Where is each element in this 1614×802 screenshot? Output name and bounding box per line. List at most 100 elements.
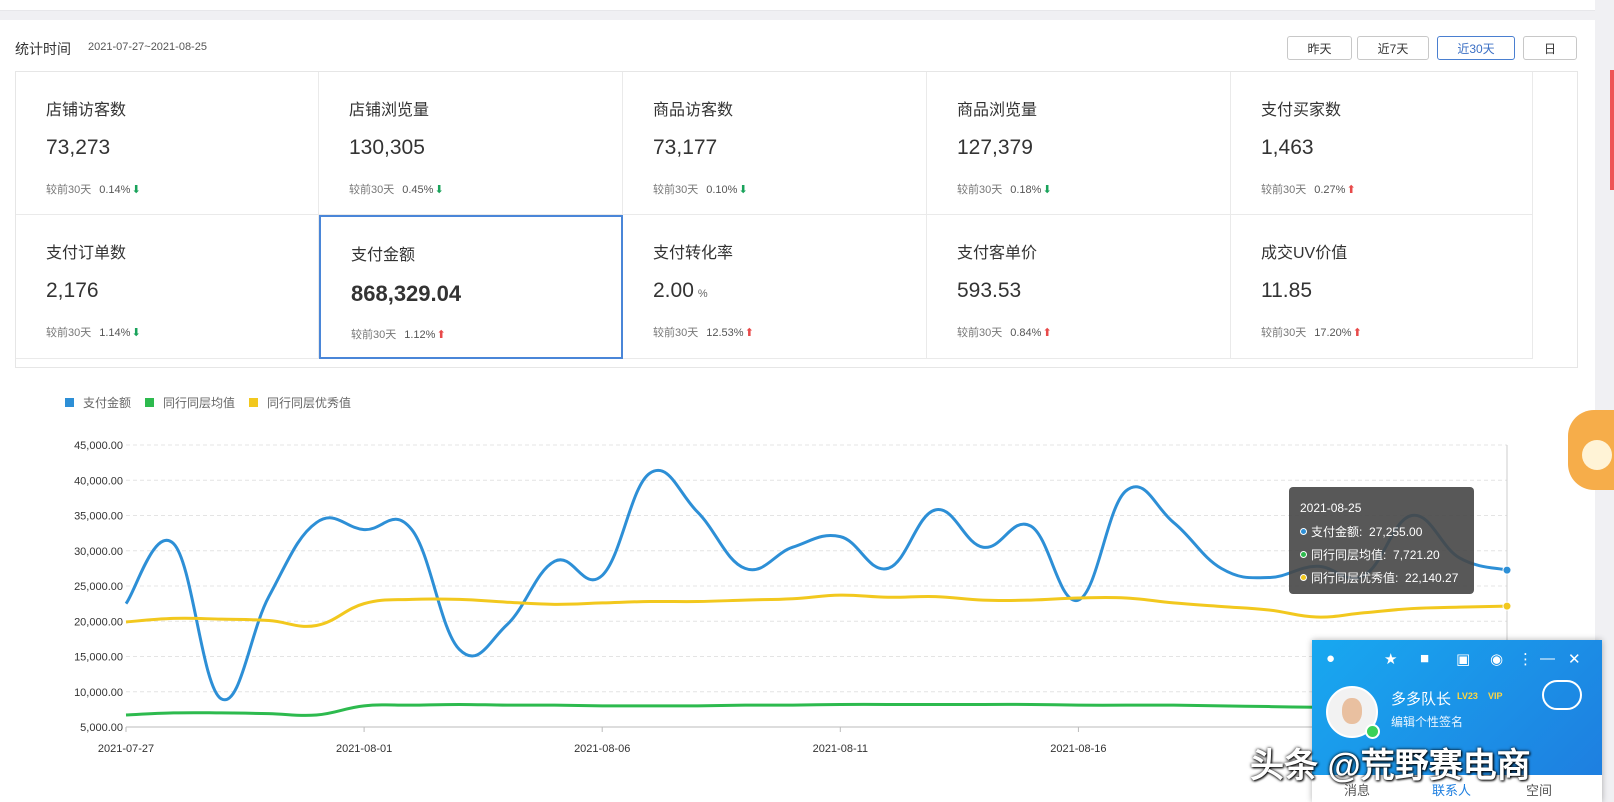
y-tick-label: 5,000.00 (80, 722, 123, 734)
metric-compare: 较前30天 17.20%⬆ (1261, 324, 1362, 340)
tooltip-date: 2021-08-25 (1300, 501, 1362, 515)
metric-value: 127,379 (957, 136, 1033, 160)
metric-compare: 较前30天 0.10%⬇ (653, 181, 748, 197)
metric-card[interactable]: 店铺访客数 73,273 较前30天 0.14%⬇ (16, 72, 319, 215)
compare-percent: 0.27% (1314, 184, 1346, 196)
series-line-1 (125, 702, 1508, 718)
watermark: 头条 @荒野赛电商 (1250, 747, 1531, 785)
legend-item-top[interactable]: 同行同层优秀值 (249, 394, 351, 411)
metric-card[interactable]: 商品浏览量 127,379 较前30天 0.18%⬇ (927, 72, 1231, 215)
metric-compare: 较前30天 0.18%⬇ (957, 181, 1052, 197)
metric-compare: 较前30天 1.12%⬆ (351, 326, 446, 342)
metric-compare: 较前30天 12.53%⬆ (653, 324, 754, 340)
last-30-days-button[interactable]: 近30天 (1437, 36, 1515, 60)
compare-percent: 1.12% (404, 329, 436, 341)
bell-icon[interactable]: ● (1326, 650, 1336, 667)
last-7-days-button[interactable]: 近7天 (1357, 36, 1429, 60)
vip-badge: VIP (1488, 691, 1503, 701)
arrow-down-icon: ⬇ (1042, 184, 1052, 196)
metric-card[interactable]: 支付买家数 1,463 较前30天 0.27%⬆ (1231, 72, 1533, 215)
legend-label: 支付金额 (83, 396, 132, 410)
legend-label: 同行同层均值 (163, 396, 236, 410)
metric-title: 店铺浏览量 (349, 102, 430, 119)
compare-percent: 1.14% (99, 327, 131, 339)
calendar-icon[interactable]: ▣ (1456, 651, 1471, 668)
minimize-icon[interactable]: — (1540, 650, 1555, 667)
tooltip-value: 22,140.27 (1405, 570, 1459, 585)
compare-percent: 0.18% (1010, 184, 1042, 196)
metric-value-number: 130,305 (349, 136, 425, 159)
compare-label: 较前30天 (351, 329, 397, 341)
metric-title: 支付金额 (351, 247, 416, 264)
range-label: 统计时间 (15, 41, 71, 57)
tooltip-label: 同行同层优秀值: (1311, 571, 1399, 585)
scrollbar-marker[interactable] (1610, 70, 1614, 190)
metric-card[interactable]: 成交UV价值 11.85 较前30天 17.20%⬆ (1231, 215, 1533, 359)
yesterday-button[interactable]: 昨天 (1287, 36, 1352, 60)
metric-value-number: 11.85 (1261, 279, 1312, 302)
metric-card[interactable]: 支付金额 868,329.04 较前30天 1.12%⬆ (319, 215, 623, 359)
more-icon[interactable]: ⋮ (1518, 651, 1533, 668)
metric-card[interactable]: 店铺浏览量 130,305 较前30天 0.45%⬇ (319, 72, 623, 215)
metric-value-number: 1,463 (1261, 136, 1314, 159)
metric-value-number: 73,177 (653, 136, 718, 159)
tab-space[interactable]: 空间 (1526, 783, 1553, 798)
metric-card[interactable]: 支付客单价 593.53 较前30天 0.84%⬆ (927, 215, 1231, 359)
metric-card[interactable]: 支付转化率 2.00% 较前30天 12.53%⬆ (623, 215, 927, 359)
metric-value-number: 127,379 (957, 136, 1033, 159)
x-tick-label: 2021-07-27 (98, 743, 154, 755)
promo-badge-face (1582, 440, 1612, 470)
metric-value: 868,329.04 (351, 281, 461, 307)
legend-item-pay[interactable]: 支付金额 (65, 394, 131, 411)
tooltip-row: 支付金额: 27,255.00 (1300, 523, 1422, 540)
star-icon[interactable]: ★ (1384, 651, 1398, 668)
medal-icon[interactable]: ◉ (1490, 651, 1504, 668)
arrow-up-icon: ⬆ (744, 327, 754, 339)
metric-value: 593.53 (957, 279, 1021, 303)
compare-label: 较前30天 (653, 327, 699, 339)
metric-title: 商品访客数 (653, 102, 734, 119)
x-tick-label: 2021-08-11 (813, 743, 868, 755)
metric-value: 1,463 (1261, 136, 1314, 160)
y-tick-label: 25,000.00 (74, 581, 123, 593)
day-button[interactable]: 日 (1523, 36, 1577, 60)
compare-label: 较前30天 (1261, 327, 1307, 339)
top-strip (0, 0, 1595, 11)
compare-label: 较前30天 (653, 184, 699, 196)
legend-item-avg[interactable]: 同行同层均值 (145, 394, 235, 411)
series-line-2 (125, 593, 1508, 628)
chat-popup: ● ★ ■ ▣ ◉ ⋮ — ✕ 多多队长 LV23 VIP 编辑个性签名 消息 … (1312, 640, 1602, 802)
x-tick-label: 2021-08-01 (336, 743, 392, 755)
compare-label: 较前30天 (46, 327, 92, 339)
compare-percent: 0.84% (1010, 327, 1042, 339)
y-tick-label: 15,000.00 (74, 652, 123, 664)
series-point-0 (1502, 565, 1512, 575)
tooltip-dot (1300, 574, 1307, 581)
promo-badge-icon[interactable] (1568, 410, 1614, 490)
metric-title: 支付订单数 (46, 245, 127, 262)
close-icon[interactable]: ✕ (1568, 651, 1581, 668)
tooltip-value: 7,721.20 (1393, 547, 1440, 562)
weather-icon[interactable] (1542, 680, 1582, 710)
compare-percent: 0.14% (99, 184, 131, 196)
tooltip-dot (1300, 551, 1307, 558)
line-chart: 45,000.00 40,000.00 35,000.00 30,000.00 25,0… (74, 440, 1512, 755)
shirt-icon[interactable]: ■ (1420, 650, 1430, 667)
series-line-0 (124, 469, 1508, 702)
metric-card[interactable]: 商品访客数 73,177 较前30天 0.10%⬇ (623, 72, 927, 215)
arrow-up-icon: ⬆ (1346, 184, 1356, 196)
compare-label: 较前30天 (957, 184, 1003, 196)
level-badge: LV23 (1457, 691, 1478, 701)
metric-card[interactable]: 支付订单数 2,176 较前30天 1.14%⬇ (16, 215, 319, 359)
signature-field[interactable]: 编辑个性签名 (1391, 715, 1464, 729)
metric-value: 73,177 (653, 136, 717, 160)
legend-swatch (65, 398, 74, 407)
user-name[interactable]: 多多队长 (1391, 691, 1452, 708)
tab-contacts[interactable]: 联系人 (1432, 783, 1472, 798)
arrow-up-icon: ⬆ (436, 329, 446, 341)
legend-swatch (145, 398, 155, 407)
metrics-grid: 店铺访客数 73,273 较前30天 0.14%⬇ 店铺浏览量 130,305 较前30天 0… (15, 71, 1578, 368)
y-tick-label: 20,000.00 (74, 616, 123, 628)
arrow-down-icon: ⬇ (131, 327, 141, 339)
tab-messages[interactable]: 消息 (1344, 783, 1371, 798)
